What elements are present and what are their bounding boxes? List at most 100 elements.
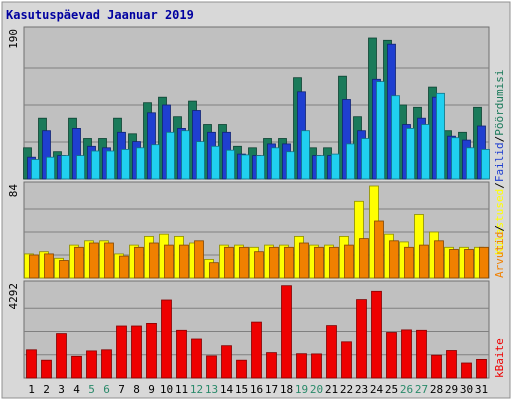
legend-text: kBaite [493, 338, 506, 378]
bar [401, 329, 412, 379]
panel-middle: 84 [7, 181, 490, 279]
x-tick-label: 31 [475, 383, 488, 396]
series-lehek-lgi [31, 81, 490, 180]
bar [434, 240, 444, 279]
bar [481, 148, 490, 180]
bar [76, 155, 85, 180]
bar [419, 244, 429, 279]
panel-middle-bars [24, 185, 489, 279]
bar [331, 153, 340, 180]
legend-text: Külastused/Failid/Pöördumisi [493, 70, 506, 255]
bar [161, 299, 172, 379]
panel-bottom-bars [26, 285, 487, 379]
bar [476, 358, 487, 379]
bar [449, 249, 459, 279]
panel-top: 190 [7, 26, 490, 180]
bar [101, 349, 112, 379]
panel-bottom: 4292 [7, 280, 490, 379]
bar [391, 95, 400, 180]
bar [431, 354, 442, 379]
x-tick-label: 26 [400, 383, 413, 396]
bar [436, 92, 445, 180]
bar [91, 150, 100, 180]
x-tick-label: 11 [175, 383, 188, 396]
bar [164, 244, 174, 279]
bar [44, 253, 54, 279]
legend: Külastused/Failid/PöördumisiArvutid/kBai… [493, 70, 506, 378]
x-tick-label: 22 [340, 383, 353, 396]
bar [86, 350, 97, 379]
x-tick-label: 16 [250, 383, 263, 396]
bar [266, 352, 277, 379]
legend-item: Failid [493, 142, 506, 182]
bar [386, 332, 397, 379]
panel-middle-ymax-label: 84 [7, 184, 20, 198]
panels: 190 84 4292 [7, 26, 490, 379]
bar [406, 127, 415, 180]
bar [179, 244, 189, 279]
bar [206, 355, 217, 379]
x-tick-label: 19 [295, 383, 308, 396]
bar [211, 145, 220, 180]
bar [41, 359, 52, 379]
bar [166, 131, 175, 180]
bar [299, 242, 309, 279]
bar [296, 353, 307, 379]
bar [256, 155, 265, 180]
x-tick-label: 1 [28, 383, 35, 396]
bar [146, 322, 157, 379]
series-arvutid [29, 220, 489, 279]
bar [389, 240, 399, 279]
bar [314, 246, 324, 279]
legend-separator: / [493, 182, 506, 189]
legend-separator: / [493, 136, 506, 143]
bar [224, 246, 234, 279]
x-tick-label: 15 [235, 383, 248, 396]
bar [176, 329, 187, 379]
bar [271, 147, 280, 180]
bar [359, 238, 369, 279]
bar [466, 147, 475, 180]
bar [461, 362, 472, 379]
x-tick-label: 14 [220, 383, 234, 396]
bar [31, 159, 40, 180]
x-tick-label: 5 [88, 383, 95, 396]
x-tick-label: 23 [355, 383, 368, 396]
bar [74, 246, 84, 279]
bar [371, 290, 382, 379]
x-tick-label: 18 [280, 383, 293, 396]
bar [241, 154, 250, 180]
bar [446, 350, 457, 379]
bar [311, 353, 322, 379]
bar [136, 147, 145, 180]
bar [56, 333, 67, 379]
x-tick-label: 10 [160, 383, 173, 396]
bar [116, 325, 127, 379]
bar [71, 355, 82, 379]
bar [301, 130, 310, 180]
bar [316, 155, 325, 180]
x-tick-label: 28 [430, 383, 443, 396]
x-tick-label: 7 [118, 383, 125, 396]
bar [151, 144, 160, 180]
x-tick-label: 25 [385, 383, 398, 396]
bar [284, 246, 294, 279]
bar [59, 260, 69, 279]
legend-item: Külastused [493, 189, 506, 255]
panel-top-bars [23, 37, 490, 180]
bar [451, 137, 460, 180]
x-tick-label: 2 [43, 383, 50, 396]
x-tick-labels: 1 2 3 4 5 6 7 8 9 10 11 12 13 14 15 16 17 18 19 20 21 22 23 24 2… [28, 383, 488, 396]
bar [239, 246, 249, 279]
bar [404, 246, 414, 279]
x-tick-label: 13 [205, 383, 218, 396]
bar [26, 349, 37, 379]
bar [149, 242, 159, 279]
series-kbaite [26, 285, 487, 379]
x-tick-label: 6 [103, 383, 110, 396]
bar [326, 325, 337, 379]
x-tick-label: 29 [445, 383, 458, 396]
x-tick-label: 8 [133, 383, 140, 396]
